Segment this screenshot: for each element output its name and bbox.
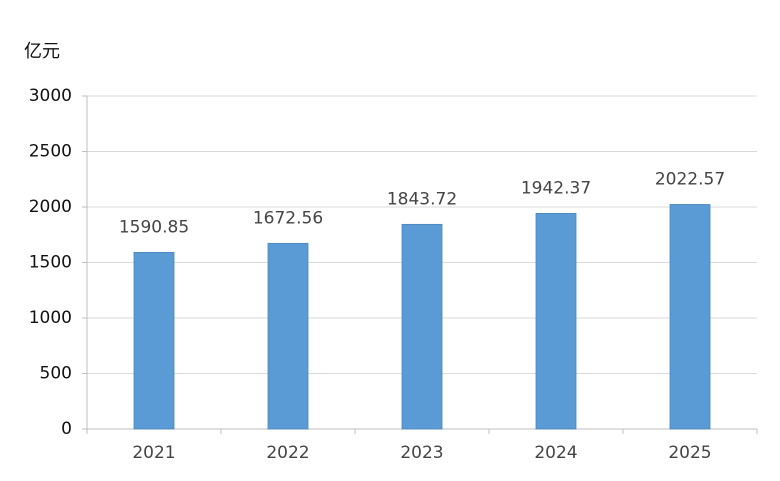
y-tick-label: 2500 [29, 142, 72, 162]
value-label: 1843.72 [387, 189, 457, 209]
y-tick-label: 1000 [29, 308, 72, 328]
y-axis-label: 亿元 [24, 41, 60, 62]
value-label: 2022.57 [655, 169, 725, 189]
bar [535, 212, 577, 430]
x-tick-label: 2023 [400, 443, 443, 463]
y-tick-label: 0 [61, 419, 72, 439]
y-tick-label: 3000 [29, 86, 72, 106]
x-tick-label: 2025 [668, 443, 711, 463]
value-label: 1590.85 [119, 217, 189, 237]
value-label: 1942.37 [521, 178, 591, 198]
x-tick-label: 2021 [132, 443, 175, 463]
bar [401, 223, 443, 430]
bar [267, 242, 309, 430]
y-tick-label: 500 [40, 364, 72, 384]
x-tick-label: 2022 [266, 443, 309, 463]
value-label: 1672.56 [253, 208, 323, 228]
bar [669, 204, 711, 430]
bar [133, 252, 175, 430]
y-tick-label: 2000 [29, 197, 72, 217]
x-tick-label: 2024 [534, 443, 577, 463]
y-tick-label: 1500 [29, 253, 72, 273]
